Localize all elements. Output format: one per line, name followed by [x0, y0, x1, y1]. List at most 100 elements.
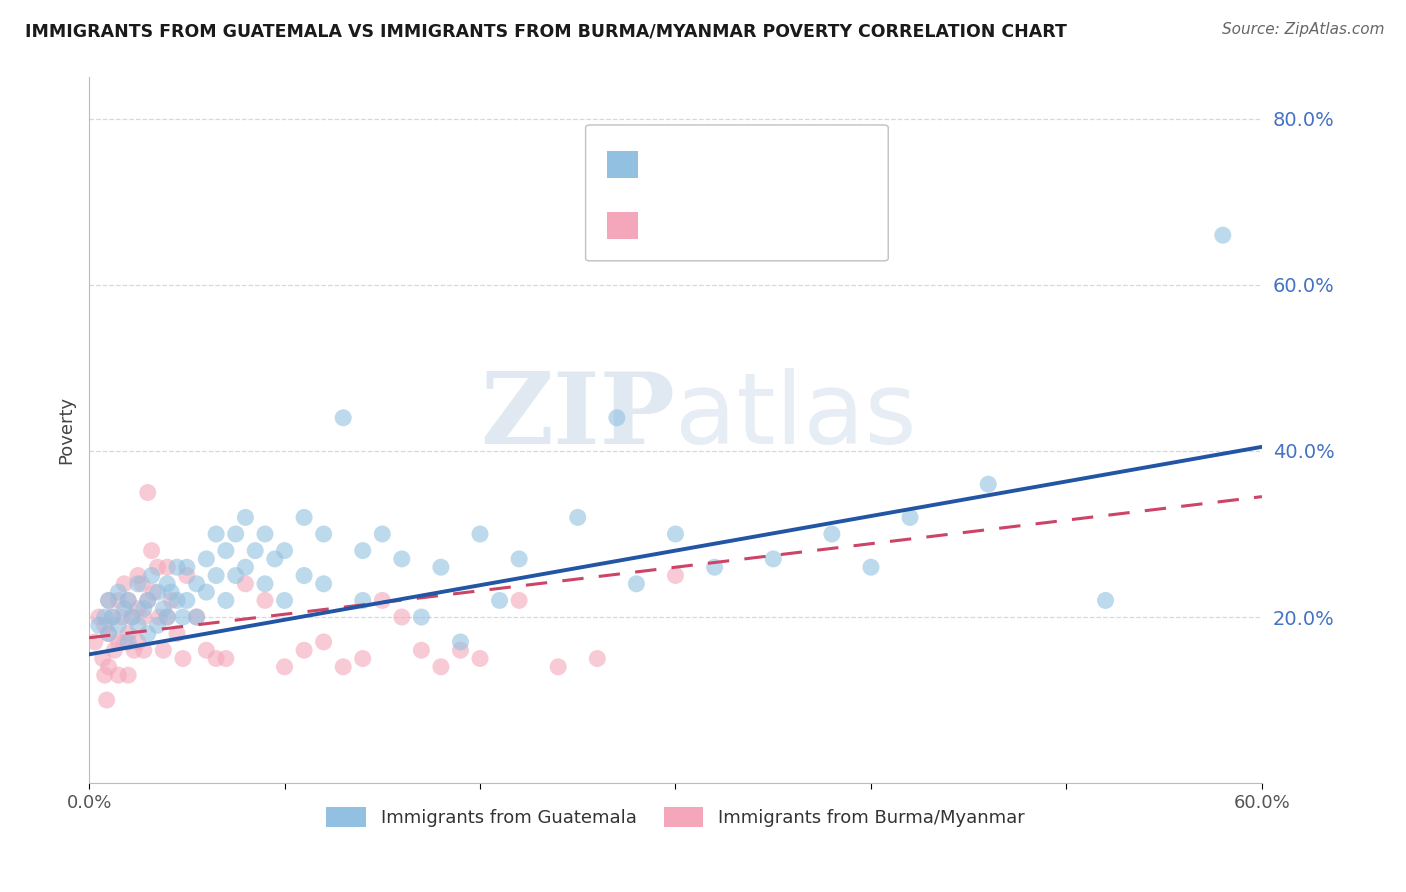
- Point: [156, 560, 179, 574]
- Point: [101, 610, 124, 624]
- Point: [1094, 593, 1116, 607]
- Point: [176, 560, 198, 574]
- Point: [101, 610, 124, 624]
- Text: IMMIGRANTS FROM GUATEMALA VS IMMIGRANTS FROM BURMA/MYANMAR POVERTY CORRELATION C: IMMIGRANTS FROM GUATEMALA VS IMMIGRANTS …: [25, 22, 1067, 40]
- Point: [273, 543, 295, 558]
- Point: [122, 643, 145, 657]
- Point: [112, 601, 135, 615]
- Point: [136, 485, 159, 500]
- Point: [245, 543, 267, 558]
- Point: [411, 610, 433, 624]
- Point: [391, 552, 413, 566]
- Point: [186, 610, 208, 624]
- Point: [312, 577, 335, 591]
- Point: [292, 568, 315, 582]
- Text: atlas: atlas: [675, 368, 917, 465]
- Point: [586, 651, 609, 665]
- Point: [215, 651, 238, 665]
- Point: [762, 552, 785, 566]
- Point: [312, 527, 335, 541]
- Point: [312, 635, 335, 649]
- Text: R =: R =: [650, 154, 692, 174]
- Point: [626, 577, 648, 591]
- Point: [107, 618, 129, 632]
- Point: [156, 610, 179, 624]
- Point: [127, 618, 149, 632]
- Point: [148, 610, 170, 624]
- Point: [195, 552, 218, 566]
- Point: [468, 527, 491, 541]
- Point: [186, 610, 208, 624]
- Point: [121, 610, 143, 624]
- Point: [111, 610, 134, 624]
- Legend: Immigrants from Guatemala, Immigrants from Burma/Myanmar: Immigrants from Guatemala, Immigrants fr…: [319, 799, 1032, 834]
- Point: [117, 635, 139, 649]
- Point: [97, 626, 120, 640]
- Point: [205, 651, 228, 665]
- Point: [450, 643, 472, 657]
- Point: [146, 618, 169, 632]
- Point: [127, 635, 149, 649]
- Point: [664, 527, 686, 541]
- Point: [235, 510, 257, 524]
- Point: [859, 560, 882, 574]
- Point: [292, 643, 315, 657]
- Point: [112, 577, 135, 591]
- Point: [117, 593, 139, 607]
- Point: [146, 560, 169, 574]
- Point: [235, 560, 257, 574]
- Point: [121, 610, 143, 624]
- Point: [156, 610, 179, 624]
- Point: [127, 568, 149, 582]
- Point: [253, 527, 276, 541]
- Point: [112, 635, 135, 649]
- Text: 0.145: 0.145: [692, 216, 747, 235]
- Point: [107, 668, 129, 682]
- Point: [160, 585, 183, 599]
- Point: [567, 510, 589, 524]
- Point: [977, 477, 1000, 491]
- Point: [136, 626, 159, 640]
- Point: [107, 585, 129, 599]
- Point: [146, 585, 169, 599]
- Point: [93, 668, 115, 682]
- Point: [664, 568, 686, 582]
- Point: [186, 577, 208, 591]
- Point: [898, 510, 921, 524]
- Point: [172, 610, 194, 624]
- Point: [391, 610, 413, 624]
- Point: [468, 651, 491, 665]
- Point: [352, 543, 374, 558]
- Point: [176, 593, 198, 607]
- Text: 62: 62: [793, 216, 817, 235]
- Point: [152, 643, 174, 657]
- Point: [821, 527, 844, 541]
- Point: [127, 601, 149, 615]
- Point: [132, 601, 155, 615]
- Point: [225, 568, 247, 582]
- Point: [703, 560, 725, 574]
- Point: [103, 643, 125, 657]
- Point: [215, 593, 238, 607]
- Point: [205, 568, 228, 582]
- Point: [87, 610, 110, 624]
- Point: [97, 593, 120, 607]
- Point: [93, 618, 115, 632]
- Point: [142, 585, 165, 599]
- Point: [176, 568, 198, 582]
- Point: [132, 643, 155, 657]
- Point: [253, 577, 276, 591]
- Point: [352, 593, 374, 607]
- Y-axis label: Poverty: Poverty: [58, 396, 75, 465]
- Text: 73: 73: [793, 154, 817, 174]
- Point: [136, 593, 159, 607]
- Text: 0.479: 0.479: [692, 154, 747, 174]
- Point: [97, 660, 120, 674]
- Point: [508, 593, 530, 607]
- Point: [131, 577, 153, 591]
- Point: [508, 552, 530, 566]
- Point: [235, 577, 257, 591]
- Point: [107, 635, 129, 649]
- Point: [166, 626, 188, 640]
- Point: [97, 593, 120, 607]
